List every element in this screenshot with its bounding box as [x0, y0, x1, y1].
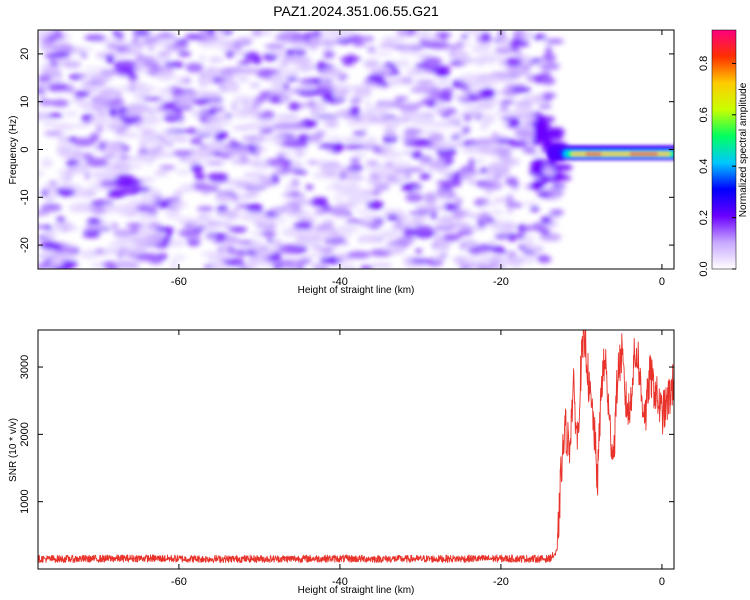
snr-frame: [37, 329, 675, 570]
heatmap-x-tick-label: 0: [659, 276, 665, 288]
heatmap-y-tick-label: 10: [19, 96, 31, 108]
snr-x-tick-label: -20: [493, 576, 509, 588]
colorbar: 0.0 0.2 0.4 0.6 0.8 Normalized spectral ampl…: [698, 29, 749, 277]
snr-y-tick-label: 3000: [19, 355, 31, 379]
signal-band-peak: [629, 152, 658, 156]
colorbar-label: Normalized spectral amplitude: [738, 82, 749, 217]
colorbar-ticks: 0.0 0.2 0.4 0.6 0.8: [698, 29, 737, 277]
snr-y-tick-label: 1000: [19, 489, 31, 513]
snr-plot-area: [38, 330, 674, 569]
heatmap-y-tick-label: 0: [19, 146, 31, 152]
heatmap-panel: -60 -40 -20 0 -20 -10 0 10 20 Height of straigh…: [8, 29, 675, 296]
colorbar-tick-label: 0.8: [698, 56, 710, 71]
heatmap-y-axis: -20 -10 0 10 20: [19, 48, 674, 253]
colorbar-tick-label: 0.2: [698, 210, 710, 225]
signal-band-peak: [585, 152, 602, 156]
heatmap-y-tick-label: -20: [19, 237, 31, 253]
colorbar-tick-label: 0.0: [698, 261, 710, 276]
snr-x-axis: -60 -40 -20 0: [171, 330, 665, 588]
heatmap-x-tick-label: -20: [493, 276, 509, 288]
heatmap-x-axis-title: Height of straight line (km): [298, 285, 415, 296]
snr-y-tick-label: 2000: [19, 422, 31, 446]
snr-x-tick-label: -40: [332, 576, 348, 588]
heatmap-noise-blobs: [38, 30, 573, 269]
heatmap-x-axis: -60 -40 -20 0: [171, 30, 665, 288]
colorbar-tick-label: 0.6: [698, 107, 710, 122]
heatmap-x-tick-label: -40: [332, 276, 348, 288]
snr-x-tick-label: 0: [659, 576, 665, 588]
colorbar-gradient: [712, 30, 736, 269]
heatmap-texture: [38, 30, 573, 269]
heatmap-x-tick-label: -60: [171, 276, 187, 288]
heatmap-y-tick-label: 20: [19, 48, 31, 60]
snr-series-line: [38, 330, 674, 564]
heatmap-signal-band: [547, 145, 674, 161]
snr-y-axis-title: SNR (10 * v/v): [8, 418, 19, 482]
snr-panel: -60 -40 -20 0 1000 2000 3000 Height of straig…: [8, 329, 675, 596]
chart-title: PAZ1.2024.351.06.55.G21: [273, 3, 439, 19]
snr-x-tick-label: -60: [171, 576, 187, 588]
heatmap-y-tick-label: -10: [19, 189, 31, 205]
snr-x-axis-title: Height of straight line (km): [298, 585, 415, 596]
snr-y-axis: 1000 2000 3000: [19, 355, 674, 514]
heatmap-y-axis-title: Frequency (Hz): [8, 116, 19, 185]
colorbar-frame: [711, 29, 737, 270]
colorbar-tick-label: 0.4: [698, 159, 710, 174]
